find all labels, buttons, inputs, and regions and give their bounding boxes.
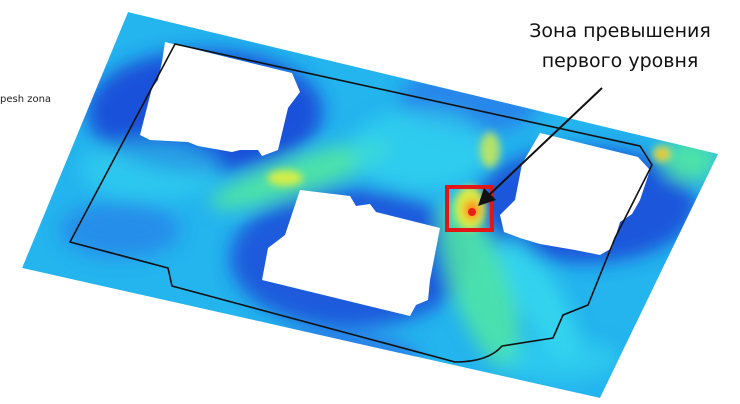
building-right	[500, 133, 650, 255]
cyan-zone	[80, 140, 220, 200]
green-streak	[500, 238, 580, 362]
building-left	[140, 42, 300, 156]
yellow-spot	[480, 132, 500, 168]
callout-line-2: первого уровня	[541, 50, 699, 72]
orange-spot	[658, 150, 666, 158]
building-center	[262, 190, 440, 316]
green-streak	[662, 138, 718, 182]
callout-line-1: Зона превышения	[529, 20, 711, 42]
callout-label: Зона превышения первого уровня	[500, 16, 740, 76]
yellow-spot	[267, 170, 303, 186]
cyan-zone	[350, 110, 490, 190]
exceedance-highlight-box	[445, 185, 494, 232]
callout-arrow	[478, 87, 603, 206]
side-label: pesh zona	[0, 94, 52, 105]
dark-zone	[60, 202, 180, 258]
dark-zone	[240, 332, 420, 388]
arrowhead-icon	[478, 188, 496, 206]
buildings	[140, 42, 650, 316]
site-boundary	[69, 43, 653, 363]
red-spot	[468, 208, 476, 216]
green-streak	[439, 199, 521, 371]
cyan-zone	[500, 338, 620, 382]
